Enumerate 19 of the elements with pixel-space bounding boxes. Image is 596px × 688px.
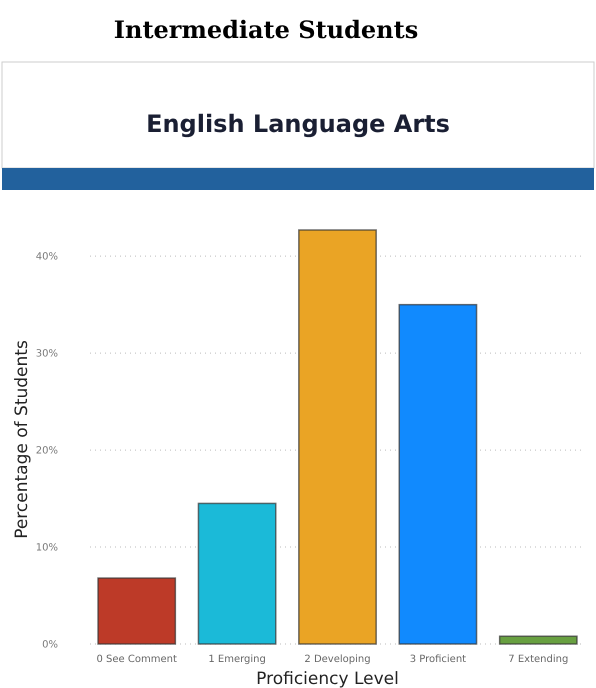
x-tick-label: 7 Extending (508, 654, 568, 665)
bar (498, 635, 578, 645)
x-tick-label: 0 See Comment (96, 654, 177, 665)
x-tick-label: 1 Emerging (208, 654, 266, 665)
y-tick-label: 0% (42, 640, 58, 650)
x-axis-title: Proficiency Level (256, 669, 399, 688)
y-tick-label: 40% (36, 252, 58, 263)
chart-title: Intermediate Students (114, 15, 418, 44)
bar (398, 304, 478, 645)
y-axis-title: Percentage of Students (12, 340, 32, 539)
x-tick-label: 3 Proficient (410, 654, 466, 665)
chart-subtitle: English Language Arts (146, 110, 450, 138)
bar (97, 577, 176, 645)
y-tick-label: 30% (36, 348, 58, 360)
y-tick-label: 10% (36, 542, 58, 554)
y-tick-label: 20% (36, 446, 58, 457)
x-tick-label: 2 Developing (304, 654, 371, 665)
bar (198, 502, 276, 645)
bar (298, 229, 377, 645)
